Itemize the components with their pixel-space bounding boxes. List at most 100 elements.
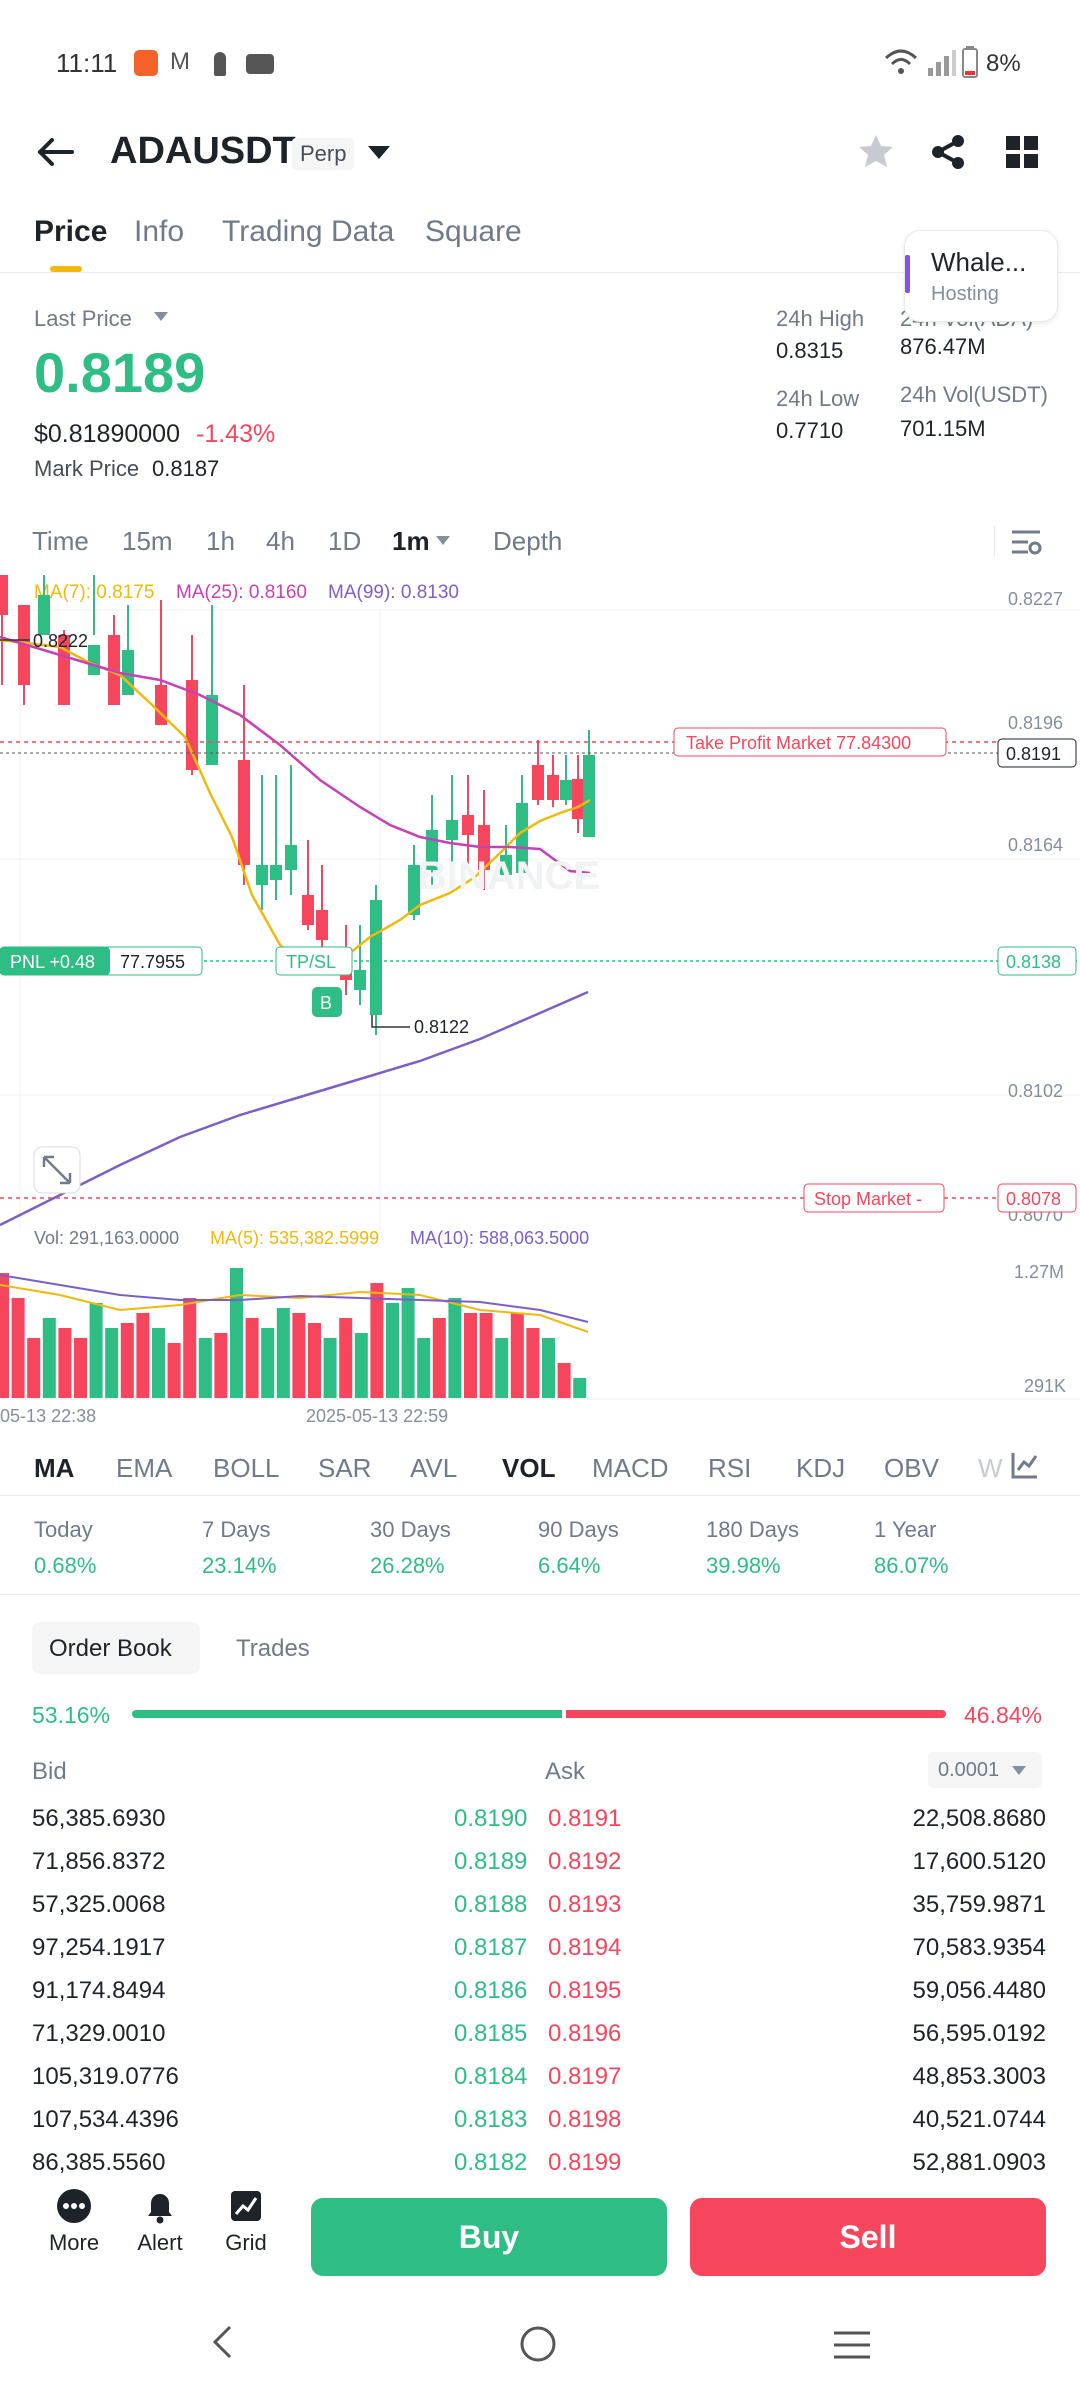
timeframe-1h[interactable]: 1h <box>206 526 235 556</box>
volume-bar <box>573 1378 587 1398</box>
indicator-avl[interactable]: AVL <box>410 1453 458 1483</box>
usd-price: $0.81890000 <box>34 420 180 448</box>
grid-layout-icon[interactable] <box>1006 136 1038 168</box>
candle-body <box>500 855 512 875</box>
symbol-dropdown-icon[interactable] <box>368 146 390 160</box>
volume-bar <box>354 1333 368 1398</box>
indicator-ma[interactable]: MA <box>34 1453 75 1483</box>
current-price-axis-label: 0.8191 <box>1006 744 1061 764</box>
ask-price: 0.8191 <box>548 1805 622 1832</box>
timeframe-time[interactable]: Time <box>32 526 89 556</box>
alert-button[interactable]: Alert <box>120 2188 200 2256</box>
more-icon <box>57 2189 91 2223</box>
ask-qty: 52,881.0903 <box>912 2149 1046 2176</box>
buy-button[interactable]: Buy <box>311 2198 667 2276</box>
order-book-row[interactable]: 97,254.1917 0.8187 0.8194 70,583.9354 <box>0 1926 1080 1969</box>
back-arrow-icon[interactable] <box>36 136 76 168</box>
indicator-rsi[interactable]: RSI <box>708 1453 752 1483</box>
bid-qty: 91,174.8494 <box>32 1977 166 2004</box>
indicator-boll[interactable]: BOLL <box>213 1453 280 1483</box>
buy-marker-label: B <box>320 993 332 1013</box>
position-price-tag: 0.8138 <box>997 946 1077 976</box>
symbol-title[interactable]: ADAUSDT <box>110 130 296 172</box>
ma7-line <box>0 638 591 969</box>
hosting-badge[interactable]: Whale... Hosting <box>904 230 1058 322</box>
indicator-ema[interactable]: EMA <box>116 1453 173 1483</box>
stop-market-tag[interactable]: Stop Market - <box>803 1183 945 1213</box>
tab-info[interactable]: Info <box>134 215 185 248</box>
ask-price: 0.8196 <box>548 2020 622 2047</box>
system-recents-icon[interactable] <box>832 2330 872 2360</box>
share-icon[interactable] <box>930 134 966 170</box>
order-book-row[interactable]: 57,325.0068 0.8188 0.8193 35,759.9871 <box>0 1883 1080 1926</box>
indicator-wr[interactable]: W <box>978 1453 1003 1483</box>
candle-body <box>583 755 595 837</box>
volume-bar <box>464 1313 477 1398</box>
order-book-row[interactable]: 107,534.4396 0.8183 0.8198 40,521.0744 <box>0 2098 1080 2141</box>
order-book-row[interactable]: 91,174.8494 0.8186 0.8195 59,056.4480 <box>0 1969 1080 2012</box>
volume-bar <box>323 1338 337 1398</box>
indicator-kdj[interactable]: KDJ <box>796 1453 846 1483</box>
candle-body <box>38 595 50 635</box>
expand-chart-icon[interactable] <box>33 1146 81 1194</box>
more-button[interactable]: More <box>34 2188 114 2256</box>
bid-qty: 107,534.4396 <box>32 2106 179 2133</box>
volume-bar <box>386 1303 399 1398</box>
timeframe-1m[interactable]: 1m <box>392 526 430 556</box>
sell-button[interactable]: Sell <box>690 2198 1046 2276</box>
indicator-vol[interactable]: VOL <box>502 1453 556 1483</box>
volume-label: Vol: 291,163.0000 <box>34 1228 180 1248</box>
system-home-icon[interactable] <box>518 2324 558 2364</box>
take-profit-tag[interactable]: Take Profit Market 77.84300 <box>673 727 947 757</box>
time-axis: 2025-05-13 22:38 2025-05-13 22:59 <box>0 1404 1080 1432</box>
precision-selector[interactable]: 0.0001 <box>928 1752 1042 1788</box>
bid-price: 0.8189 <box>454 1848 528 1875</box>
price-chart[interactable]: BINANCE 0.8222 0.8122 Take Profit Market… <box>0 575 1080 1230</box>
ask-price: 0.8192 <box>548 1848 622 1875</box>
bid-qty: 56,385.6930 <box>32 1805 166 1832</box>
timeframe-15m[interactable]: 15m <box>122 526 173 556</box>
bid-qty: 71,856.8372 <box>32 1848 166 1875</box>
timeframe-dropdown-icon[interactable] <box>436 536 450 546</box>
indicator-obv[interactable]: OBV <box>884 1453 939 1483</box>
ask-price: 0.8199 <box>548 2149 622 2176</box>
indicator-macd[interactable]: MACD <box>592 1453 669 1483</box>
timeframe-depth[interactable]: Depth <box>493 526 563 556</box>
bid-price: 0.8182 <box>454 2149 528 2176</box>
chart-settings-icon[interactable] <box>1010 528 1042 556</box>
order-book-row[interactable]: 71,329.0010 0.8185 0.8196 56,595.0192 <box>0 2012 1080 2055</box>
tpsl-button[interactable]: TP/SL <box>275 946 353 976</box>
order-book-row[interactable]: 105,319.0776 0.8184 0.8197 48,853.3003 <box>0 2055 1080 2098</box>
grid-button[interactable]: Grid <box>206 2188 286 2256</box>
low-label: 24h Low <box>776 386 860 411</box>
last-price-label[interactable]: Last Price <box>34 306 132 331</box>
mail-icon: M <box>170 48 190 75</box>
volume-bar <box>230 1268 243 1398</box>
timeframe-1d[interactable]: 1D <box>328 526 362 556</box>
order-book-row[interactable]: 86,385.5560 0.8182 0.8199 52,881.0903 <box>0 2141 1080 2184</box>
indicator-sar[interactable]: SAR <box>318 1453 372 1483</box>
current-price-tag: 0.8191 <box>997 738 1077 768</box>
bid-price: 0.8186 <box>454 1977 528 2004</box>
order-book-row[interactable]: 71,856.8372 0.8189 0.8192 17,600.5120 <box>0 1840 1080 1883</box>
vol-usdt-label: 24h Vol(USDT) <box>900 382 1048 407</box>
candle-body <box>446 820 458 840</box>
indicator-settings-icon[interactable] <box>1010 1450 1040 1480</box>
volume-bar <box>167 1343 181 1398</box>
order-book-row[interactable]: 56,385.6930 0.8190 0.8191 22,508.8680 <box>0 1797 1080 1840</box>
last-price-dropdown-icon[interactable] <box>154 312 168 322</box>
timeframe-4h[interactable]: 4h <box>266 526 295 556</box>
pnl-tag[interactable]: PNL +0.48 77.7955 <box>0 946 203 976</box>
bid-ask-ratio-bar <box>132 1710 946 1718</box>
tab-order-book[interactable]: Order Book <box>32 1622 200 1674</box>
ma99-legend: MA(99): 0.8130 <box>328 582 459 603</box>
volume-bar <box>245 1318 259 1398</box>
tab-square[interactable]: Square <box>425 215 522 248</box>
time-label-2: 2025-05-13 22:59 <box>306 1406 449 1426</box>
volume-bar <box>214 1333 228 1398</box>
tab-price[interactable]: Price <box>34 215 108 248</box>
tab-trading-data[interactable]: Trading Data <box>222 215 395 248</box>
favorite-star-icon[interactable] <box>858 134 894 168</box>
system-back-icon[interactable] <box>210 2324 234 2360</box>
tab-trades[interactable]: Trades <box>236 1635 310 1662</box>
